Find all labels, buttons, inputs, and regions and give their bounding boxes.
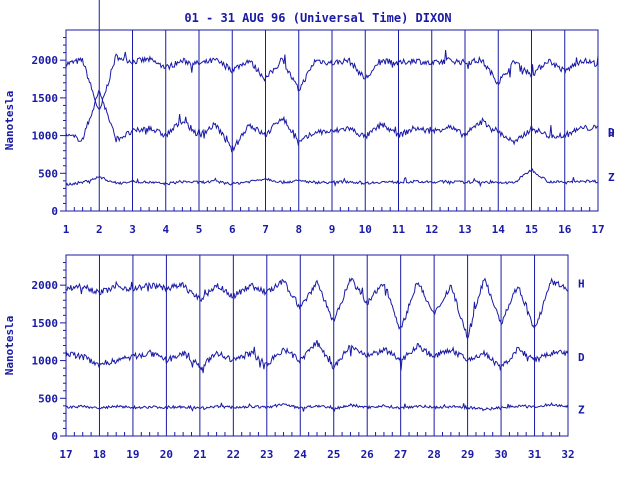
- x-tick-label: 24: [294, 448, 308, 461]
- series-label-h: H: [578, 278, 585, 291]
- x-tick-label: 20: [160, 448, 173, 461]
- x-tick-label: 11: [392, 223, 406, 236]
- y-tick-label: 1500: [32, 317, 59, 330]
- y-tick-label: 500: [38, 167, 58, 180]
- x-tick-label: 23: [260, 448, 273, 461]
- series-label-d: D: [578, 351, 585, 364]
- series-line-h: [65, 49, 599, 110]
- x-tick-label: 15: [525, 223, 538, 236]
- y-tick-label: 1000: [32, 130, 59, 143]
- y-tick-label: 1000: [32, 355, 59, 368]
- x-tick-label: 9: [329, 223, 336, 236]
- x-tick-label: 28: [428, 448, 441, 461]
- x-tick-label: 16: [558, 223, 572, 236]
- x-tick-label: 4: [162, 223, 169, 236]
- y-tick-label: 0: [51, 430, 58, 443]
- series-line-d: [65, 89, 599, 153]
- panel-top: 1 2 3 4 5 6 7 8 9 10 11 12 13 14 15 16 17050010001500200…: [3, 0, 615, 236]
- series-line-h: [65, 277, 569, 340]
- x-tick-label: 32: [561, 448, 574, 461]
- y-tick-label: 2000: [32, 54, 59, 67]
- y-tick-label: 1500: [32, 92, 59, 105]
- series-label-h: H: [608, 127, 615, 140]
- x-tick-label: 14: [492, 223, 506, 236]
- x-tick-label: 22: [227, 448, 240, 461]
- x-tick-label: 2: [96, 223, 103, 236]
- x-tick-label: 31: [528, 448, 542, 461]
- series-line-z: [65, 168, 599, 188]
- x-tick-label: 29: [461, 448, 474, 461]
- panel-bottom: 17 18 19 20 21 22 23 24 25 26 27 28 29 30 31 32 0 500 1000…: [3, 254, 585, 461]
- x-tick-label: 18: [93, 448, 106, 461]
- series-line-d: [65, 339, 569, 374]
- series-label-z: Z: [608, 171, 615, 184]
- series-line-z: [65, 402, 569, 412]
- y-tick-label: 500: [38, 392, 58, 405]
- x-tick-label: 17: [59, 448, 72, 461]
- x-tick-label: 25: [327, 448, 340, 461]
- x-tick-label: 10: [359, 223, 372, 236]
- y-tick-label: 2000: [32, 279, 59, 292]
- x-tick-label: 27: [394, 448, 407, 461]
- x-tick-label: 8: [295, 223, 302, 236]
- x-tick-label: 30: [494, 448, 507, 461]
- x-tick-label: 19: [126, 448, 139, 461]
- x-tick-label: 21: [193, 448, 207, 461]
- x-tick-label: 7: [262, 223, 269, 236]
- x-tick-label: 12: [425, 223, 438, 236]
- x-tick-label: 26: [361, 448, 375, 461]
- x-tick-label: 17: [591, 223, 604, 236]
- y-tick-label: 0: [51, 205, 58, 218]
- y-axis-label: Nanotesla: [3, 316, 16, 376]
- series-label-z: Z: [578, 404, 585, 417]
- y-axis-label: Nanotesla: [3, 91, 16, 151]
- x-tick-label: 1: [63, 223, 70, 236]
- x-tick-label: 5: [196, 223, 203, 236]
- x-tick-label: 13: [458, 223, 471, 236]
- x-tick-label: 6: [229, 223, 236, 236]
- series-label-d: D: [608, 126, 615, 139]
- x-tick-label: 3: [129, 223, 136, 236]
- chart-title: 01 - 31 AUG 96 (Universal Time) DIXON: [184, 11, 451, 25]
